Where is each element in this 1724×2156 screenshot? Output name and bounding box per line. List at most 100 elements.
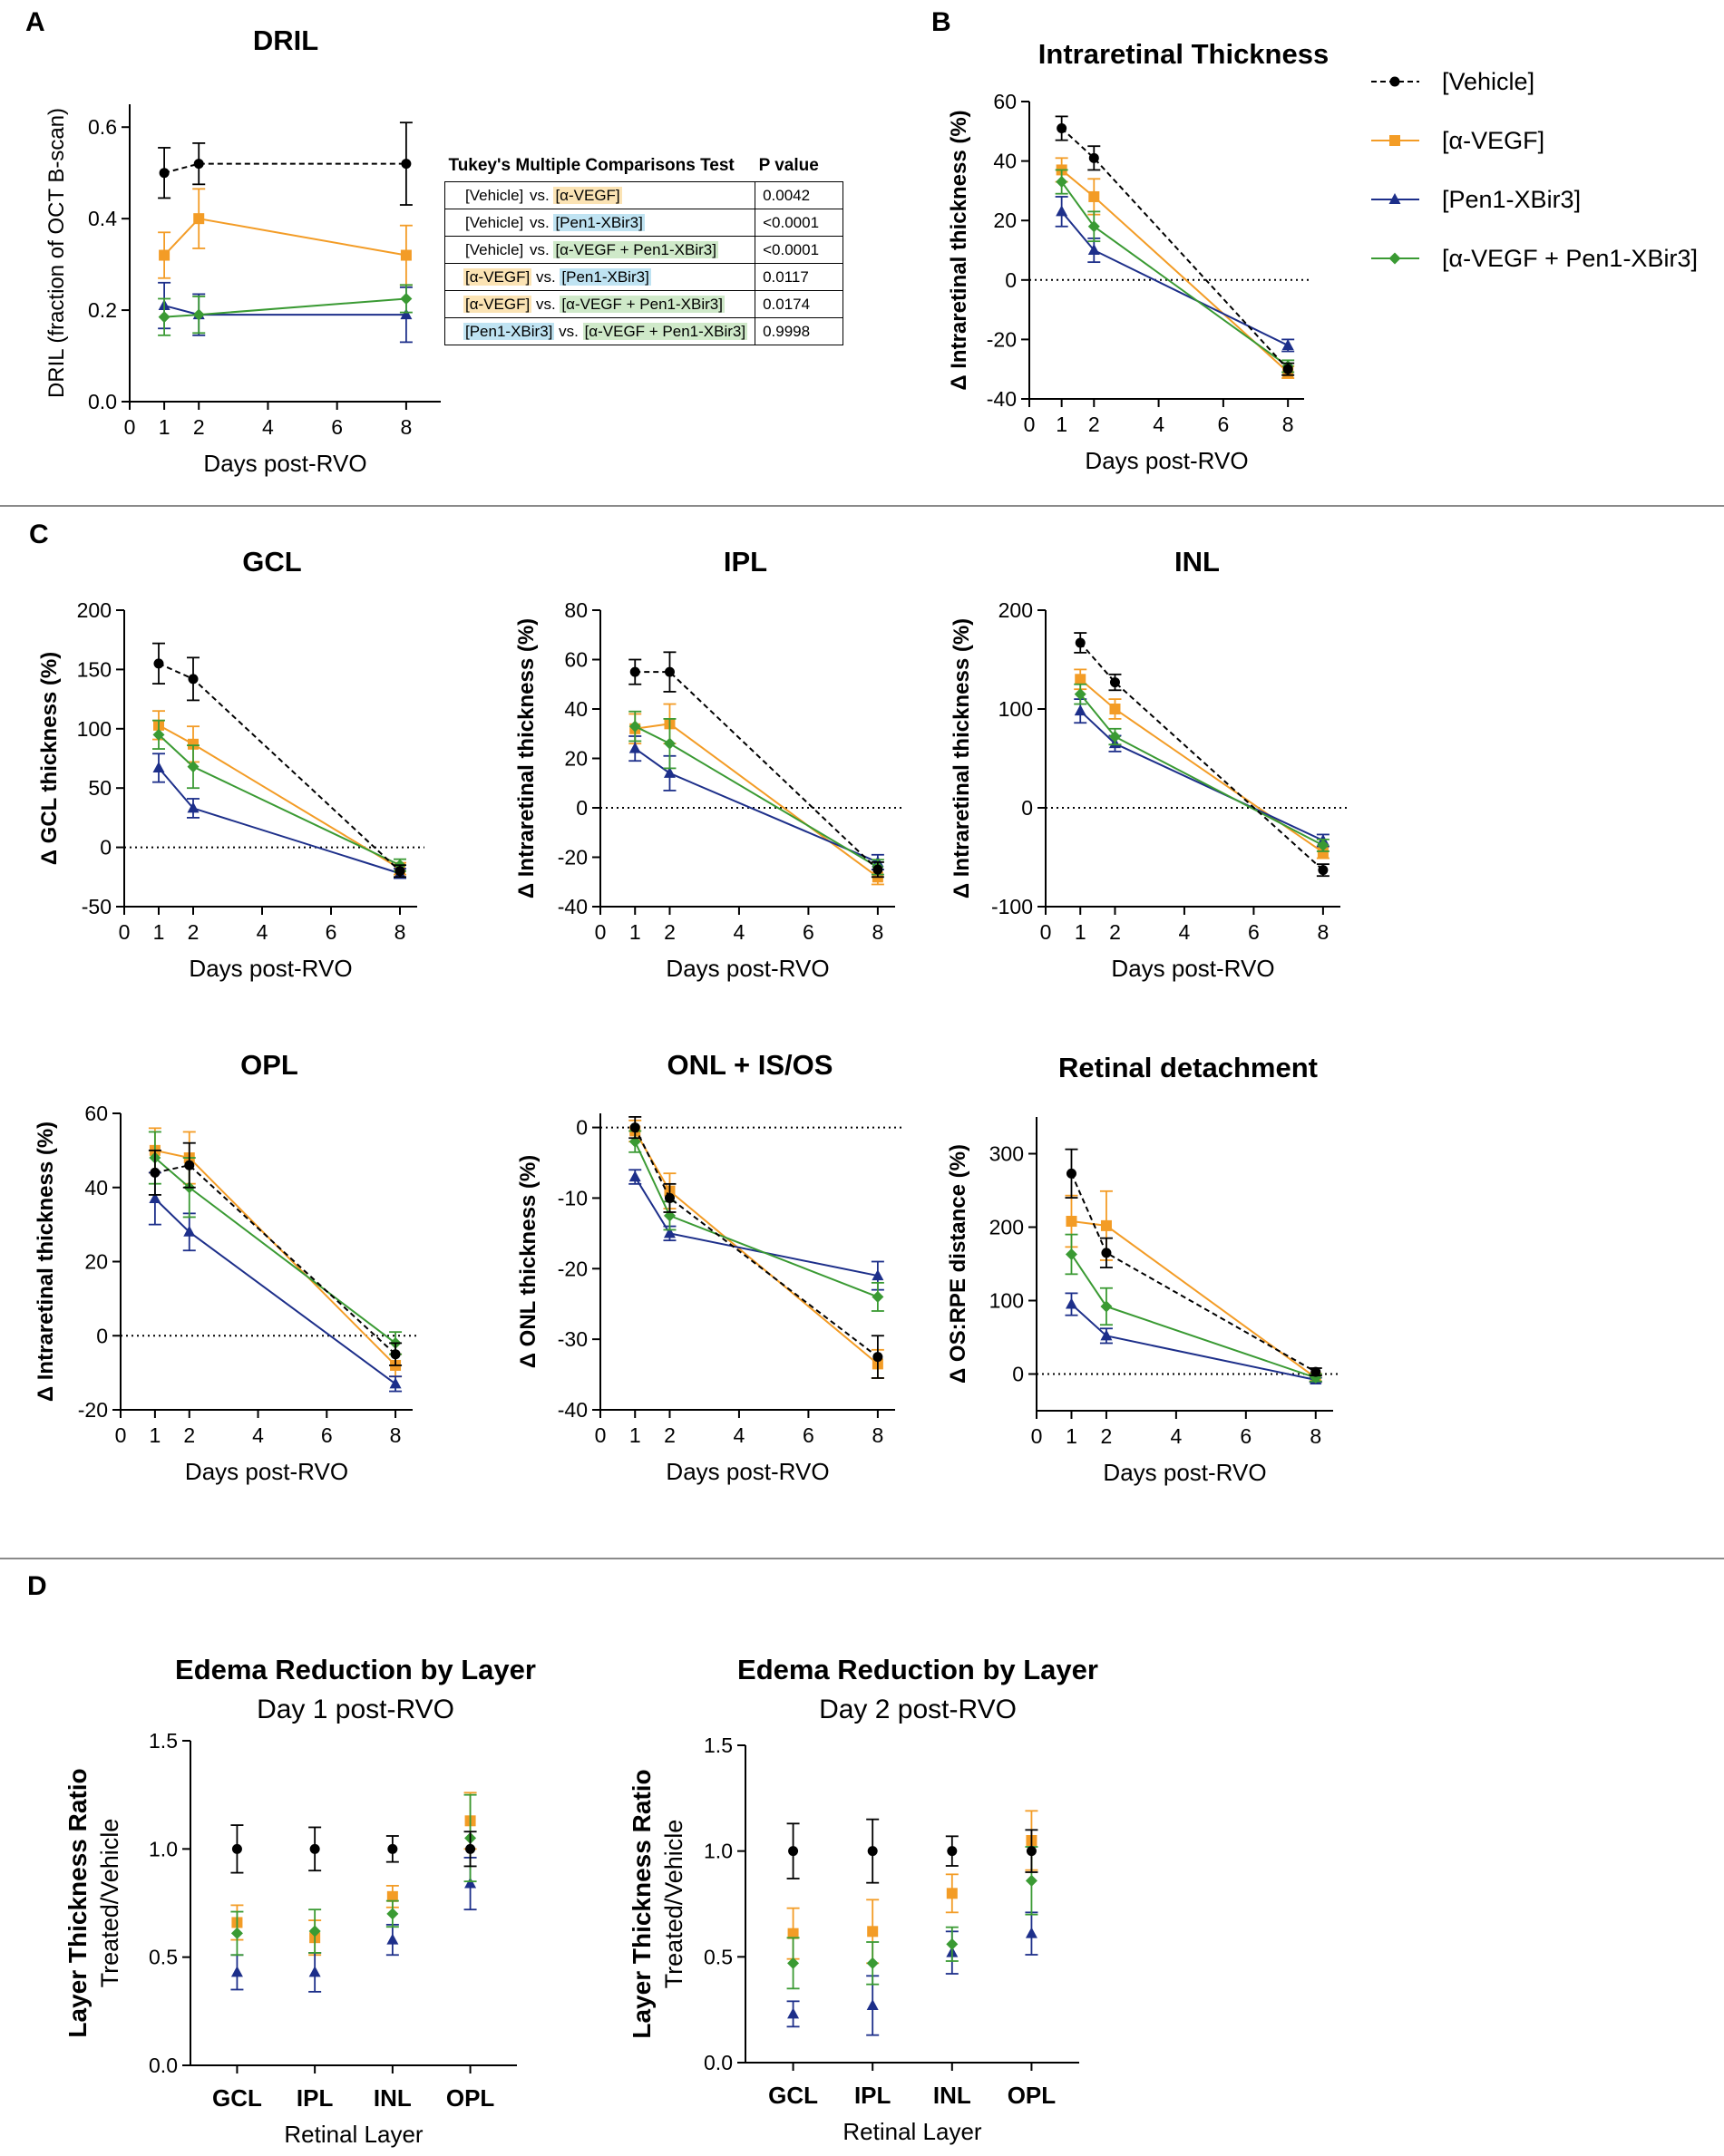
- y-tick-label: 50: [88, 776, 112, 800]
- legend-label: [α-VEGF + Pen1-XBir3]: [1442, 245, 1698, 272]
- data-point: [386, 1908, 399, 1920]
- comparison-group-b: [α-VEGF]: [553, 186, 622, 204]
- x-tick-label: 1: [149, 1423, 161, 1447]
- data-point: [309, 1843, 320, 1854]
- series-Pen1: [628, 735, 884, 871]
- series-line: [154, 1164, 396, 1355]
- x-category-label: GCL: [768, 2082, 818, 2109]
- stats-pvalue-cell: <0.0001: [755, 209, 844, 237]
- y-tick-label: 300: [989, 1142, 1024, 1166]
- x-category-label: OPL: [1008, 2082, 1057, 2109]
- x-axis-label: Retinal Layer: [284, 2121, 424, 2148]
- data-point: [153, 658, 164, 669]
- chart-dril: 0.0 0.2 0.4 0.6 0 1 2 4 6 8 Days post-RVO DRIL (fra…: [44, 104, 441, 477]
- x-axis-label: Days post-RVO: [1103, 1459, 1266, 1486]
- legend-marker: [1389, 76, 1400, 87]
- series-line: [158, 733, 401, 867]
- y-tick-label: -20: [558, 846, 588, 869]
- comparison-group-b: [Pen1-XBir3]: [553, 213, 645, 231]
- data-point: [1056, 176, 1068, 189]
- legend-label: [Vehicle]: [1442, 68, 1534, 95]
- x-tick-label: 6: [1240, 1424, 1252, 1448]
- y-axis-label-secondary: Treated/Vehicle: [96, 1819, 123, 1988]
- data-point: [1025, 1874, 1037, 1887]
- stats-pvalue-cell: 0.9998: [755, 317, 844, 345]
- stats-comparison-cell: [α-VEGF] vs. [α-VEGF + Pen1-XBir3]: [443, 290, 756, 318]
- y-tick-label: 0.6: [88, 115, 117, 139]
- series-Vehicle: [628, 1115, 884, 1379]
- data-point: [628, 720, 641, 733]
- data-point: [193, 213, 205, 225]
- x-tick-label: 4: [734, 920, 745, 944]
- y-tick-label: -100: [991, 895, 1033, 918]
- series-Pen1: [786, 1911, 1038, 2036]
- data-point: [1281, 338, 1294, 350]
- data-point: [231, 1843, 242, 1854]
- data-point: [867, 1926, 879, 1937]
- data-point: [663, 1227, 676, 1238]
- x-tick-label: 8: [1317, 920, 1329, 944]
- stats-row: [α-VEGF] vs. [Pen1-XBir3] 0.0117: [443, 263, 844, 291]
- data-point: [387, 1843, 398, 1854]
- data-point: [946, 1937, 959, 1950]
- panel-label-b: B: [931, 7, 951, 37]
- series-Pen1: [148, 1171, 403, 1393]
- data-point: [872, 1352, 883, 1363]
- x-tick-label: 0: [595, 920, 607, 944]
- data-point: [1075, 637, 1086, 648]
- x-tick-label: 4: [1170, 1424, 1182, 1448]
- legend-label: [Pen1-XBir3]: [1442, 186, 1581, 213]
- series-Vehicle: [230, 1824, 477, 1874]
- comparison-vs: vs.: [525, 213, 554, 231]
- series-line: [154, 1198, 396, 1385]
- data-point: [159, 249, 170, 261]
- x-tick-label: 2: [1101, 1424, 1113, 1448]
- x-tick-label: 0: [119, 920, 131, 944]
- data-point: [401, 159, 412, 170]
- data-point: [787, 1957, 800, 1969]
- x-tick-label: 1: [1066, 1424, 1077, 1448]
- data-point: [1109, 704, 1121, 714]
- data-point: [1317, 847, 1329, 859]
- data-point: [872, 1290, 884, 1303]
- x-axis-label: Days post-RVO: [203, 450, 366, 477]
- series-aVEGF: [1074, 668, 1330, 859]
- chart-title: Intraretinal Thickness: [1038, 38, 1329, 70]
- y-tick-label: -20: [78, 1398, 108, 1422]
- series-Vehicle: [148, 1141, 403, 1366]
- comparison-group-b: [α-VEGF + Pen1-XBir3]: [553, 240, 718, 258]
- y-tick-label: 0.0: [149, 2054, 178, 2077]
- data-point: [628, 742, 641, 753]
- series-aVEGF: [158, 188, 413, 286]
- data-point: [664, 1192, 675, 1203]
- x-tick-label: 4: [1179, 920, 1191, 944]
- data-point: [872, 1269, 884, 1281]
- x-tick-label: 4: [1153, 413, 1164, 436]
- x-tick-label: 6: [1248, 920, 1260, 944]
- y-tick-label: 20: [84, 1250, 108, 1274]
- x-tick-label: 4: [262, 415, 274, 439]
- y-tick-label: 200: [989, 1216, 1024, 1239]
- stats-comparison-cell: [Vehicle] vs. [Pen1-XBir3]: [443, 209, 756, 237]
- stats-header-pvalue: P value: [758, 156, 819, 175]
- y-axis-label: Δ Intraretinal thickness (%): [34, 1122, 58, 1402]
- stats-comparison-cell: [α-VEGF] vs. [Pen1-XBir3]: [443, 263, 756, 291]
- stats-comparison-cell: [Vehicle] vs. [α-VEGF]: [443, 181, 756, 209]
- separator-ab-c: [0, 505, 1724, 507]
- y-tick-label: 60: [564, 648, 588, 672]
- data-point: [1066, 1168, 1076, 1179]
- x-tick-label: 8: [1310, 1424, 1321, 1448]
- series-Vehicle: [1065, 1148, 1322, 1377]
- chart-title: ONL + IS/OS: [667, 1049, 833, 1081]
- data-point: [1100, 1219, 1112, 1231]
- comparison-vs: vs.: [531, 295, 560, 313]
- data-point: [866, 1957, 879, 1969]
- stats-row: [Vehicle] vs. [α-VEGF + Pen1-XBir3] <0.00…: [443, 236, 844, 264]
- x-category-label: GCL: [212, 2084, 262, 2112]
- x-tick-label: 0: [595, 1423, 607, 1447]
- data-point: [1109, 677, 1120, 688]
- y-tick-label: 0.5: [704, 1945, 733, 1968]
